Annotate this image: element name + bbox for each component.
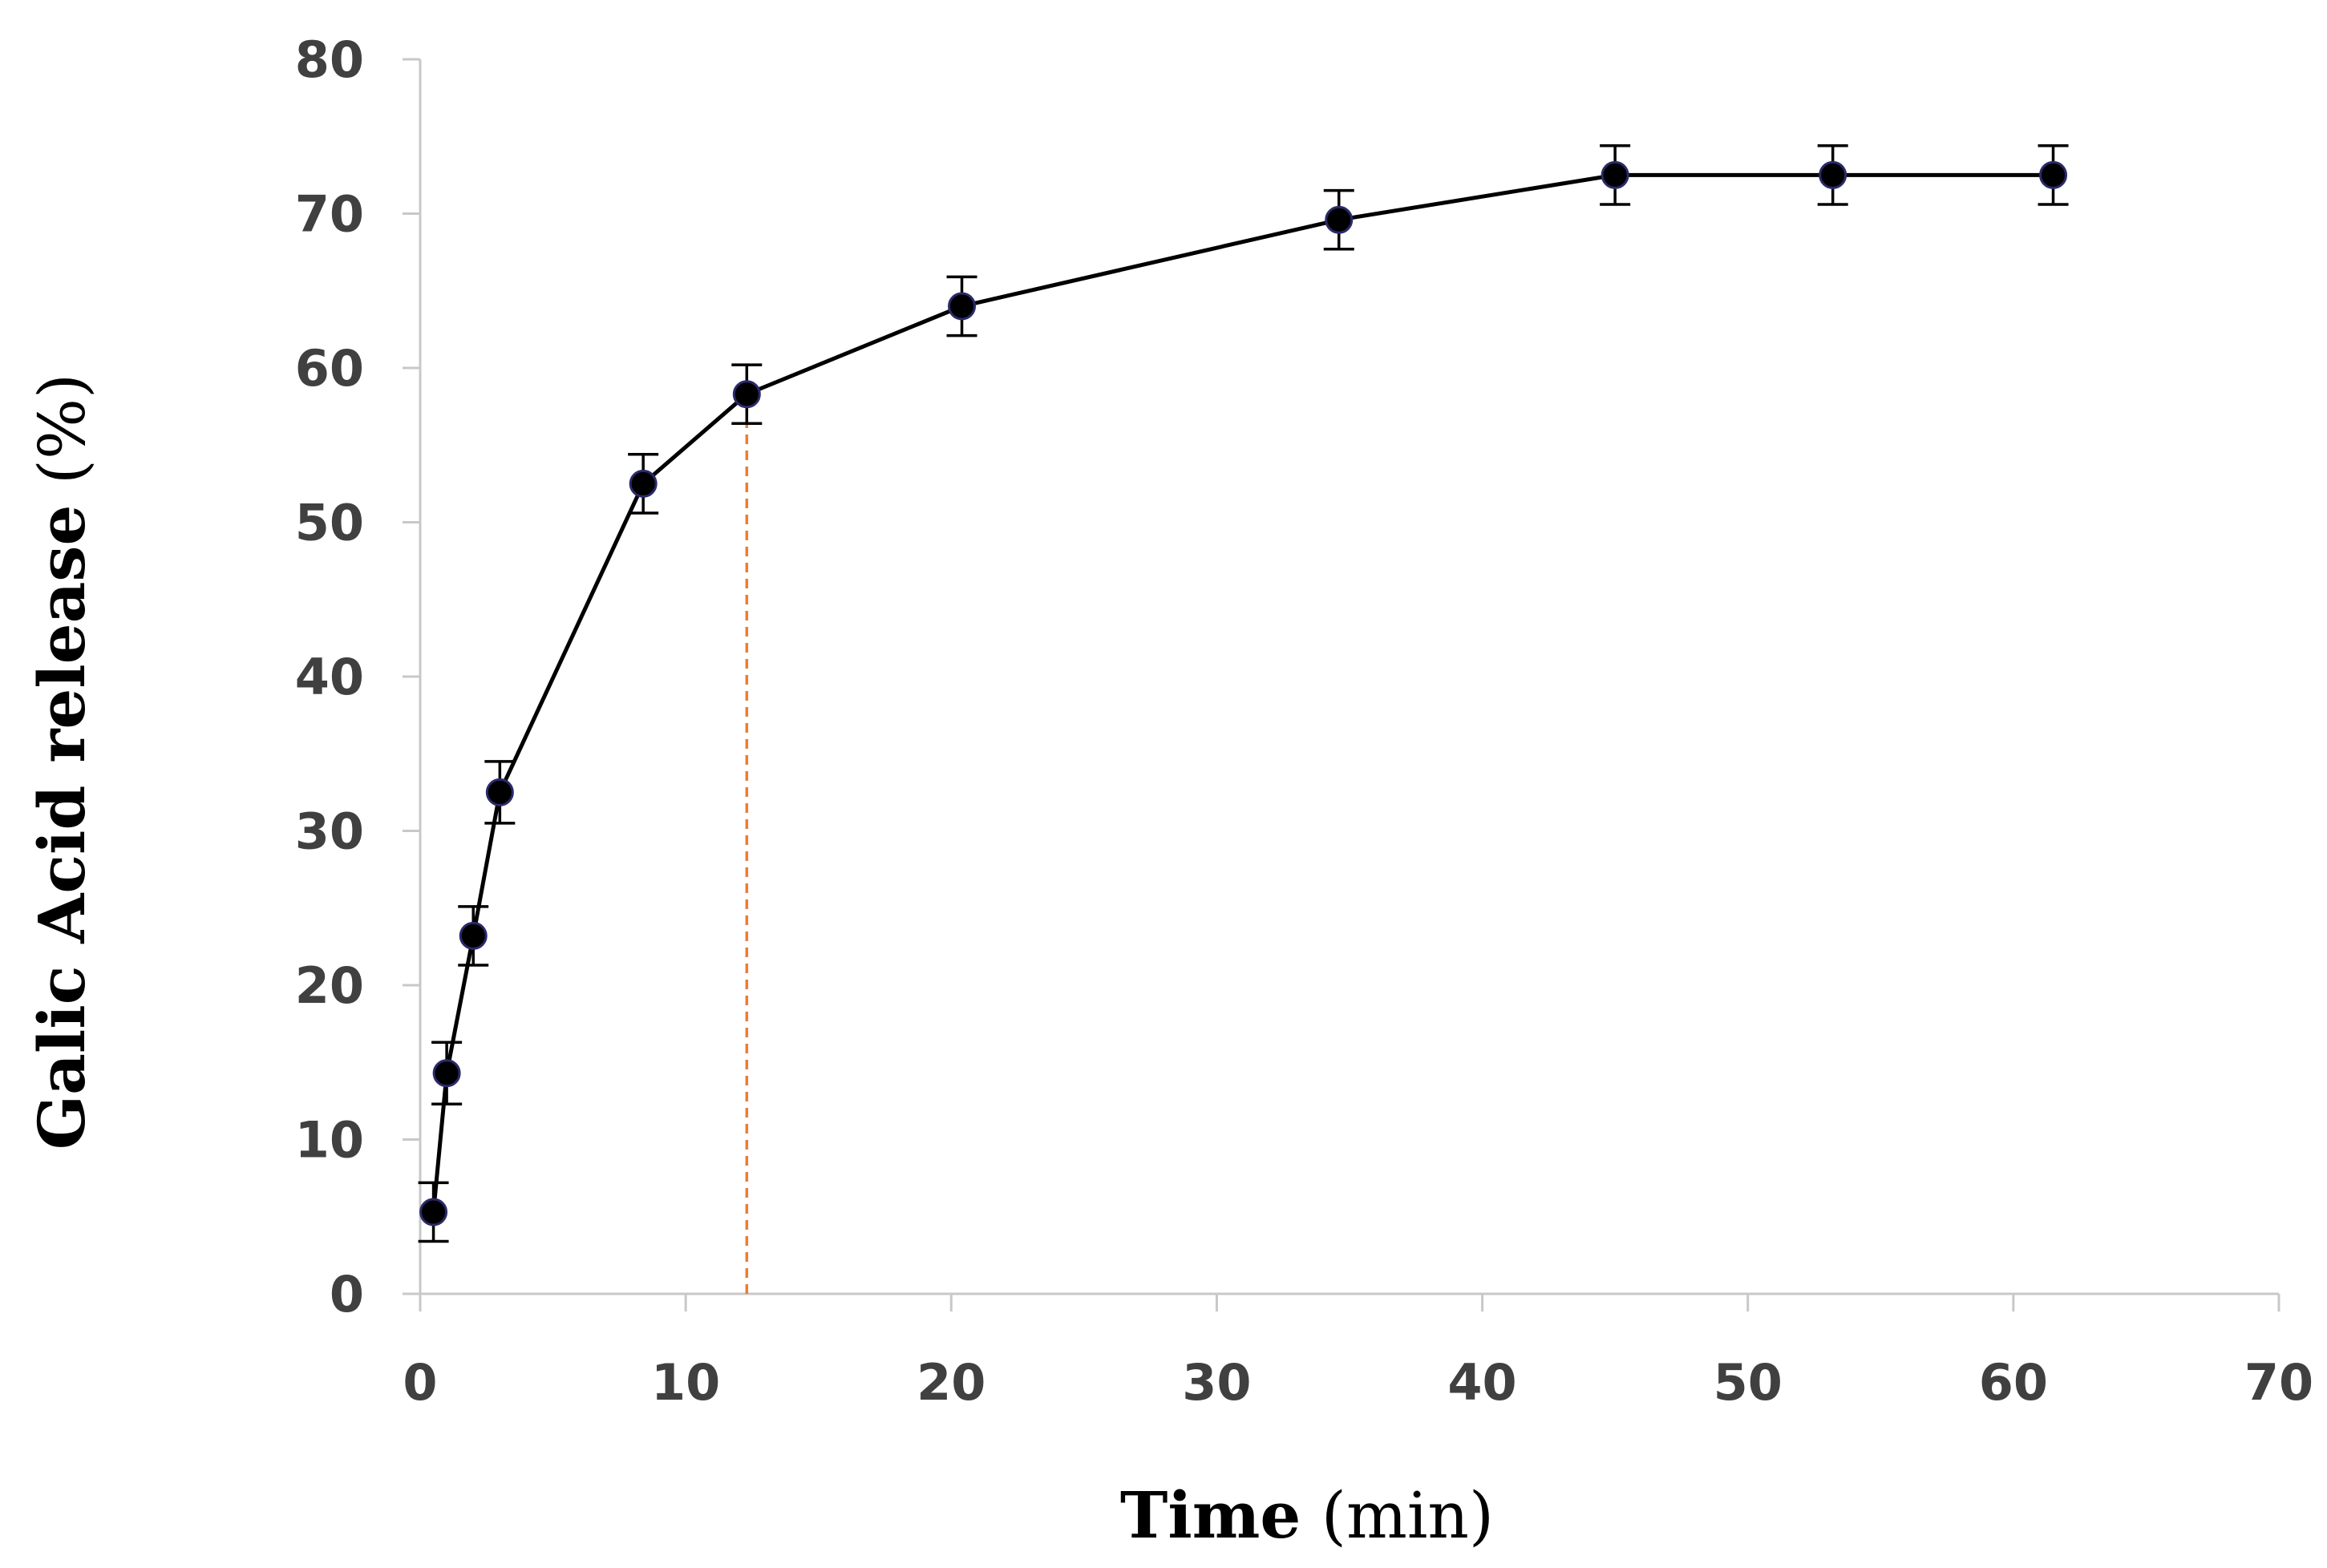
data-point bbox=[419, 1198, 448, 1227]
x-tick-label: 30 bbox=[1182, 1353, 1251, 1412]
y-tick-label: 10 bbox=[295, 1111, 364, 1170]
x-tick-label: 0 bbox=[403, 1353, 437, 1412]
x-axis-title: Time (min) bbox=[1120, 1477, 1494, 1553]
x-axis-title-main: Time bbox=[1120, 1477, 1301, 1553]
x-ticks: 0 10 20 30 40 50 60 70 bbox=[403, 1294, 2313, 1412]
y-tick-label: 50 bbox=[295, 494, 364, 552]
data-point bbox=[629, 469, 658, 498]
data-point bbox=[1325, 205, 1354, 234]
x-tick-label: 10 bbox=[651, 1353, 720, 1412]
series-line bbox=[431, 172, 2054, 1213]
y-tick-label: 80 bbox=[295, 30, 364, 89]
series bbox=[418, 144, 2069, 1243]
y-tick-label: 40 bbox=[295, 648, 364, 706]
x-tick-label: 60 bbox=[1979, 1353, 2048, 1412]
y-axis-title-main: Galic Acid release bbox=[24, 505, 99, 1150]
data-point bbox=[948, 292, 977, 321]
data-point bbox=[2039, 160, 2068, 189]
x-tick-label: 50 bbox=[1714, 1353, 1783, 1412]
data-point bbox=[459, 921, 488, 950]
data-point bbox=[485, 778, 514, 806]
x-tick-label: 70 bbox=[2244, 1353, 2313, 1412]
x-tick-label: 40 bbox=[1447, 1353, 1516, 1412]
y-axis-title: Galic Acid release (%) bbox=[24, 374, 99, 1150]
y-tick-label: 0 bbox=[330, 1265, 364, 1324]
y-tick-label: 30 bbox=[295, 802, 364, 861]
y-tick-label: 60 bbox=[295, 339, 364, 398]
data-point bbox=[1819, 160, 1847, 189]
y-axis-title-unit: (%) bbox=[25, 374, 99, 484]
y-ticks: 0 10 20 30 40 50 60 70 80 bbox=[295, 30, 420, 1324]
x-tick-label: 20 bbox=[917, 1353, 985, 1412]
y-tick-label: 20 bbox=[295, 956, 364, 1015]
data-point bbox=[732, 380, 761, 409]
x-axis-title-unit: (min) bbox=[1321, 1478, 1494, 1553]
data-point bbox=[432, 1059, 461, 1088]
axes bbox=[419, 59, 2279, 1295]
y-tick-label: 70 bbox=[295, 185, 364, 244]
data-point bbox=[1601, 160, 1629, 189]
